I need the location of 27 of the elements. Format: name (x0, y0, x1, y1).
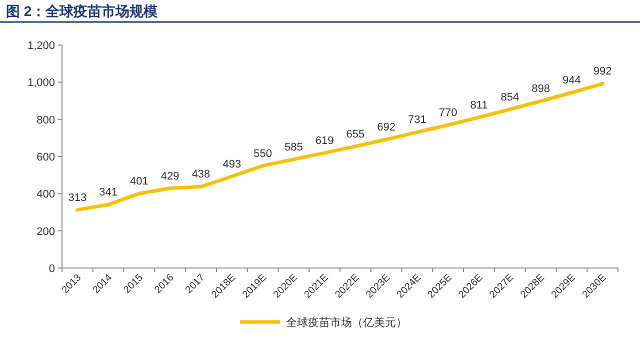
data-label: 731 (408, 114, 426, 126)
data-label: 692 (377, 121, 396, 134)
data-label: 341 (99, 186, 118, 199)
data-label: 438 (192, 168, 210, 181)
y-tick-label: 0 (48, 263, 55, 275)
data-label: 619 (315, 134, 334, 147)
y-tick-label: 400 (36, 188, 55, 201)
data-label: 585 (284, 141, 303, 154)
data-label: 898 (532, 83, 550, 96)
data-label: 493 (222, 158, 242, 170)
y-tick-label: 1,000 (27, 77, 55, 90)
y-tick-label: 800 (36, 114, 55, 126)
data-label: 313 (68, 192, 87, 204)
data-label: 992 (593, 66, 612, 78)
data-label: 770 (438, 106, 458, 119)
data-label: 655 (346, 128, 365, 140)
legend-label: 全球疫苗市场（亿美元） (286, 316, 407, 329)
data-label: 854 (500, 91, 520, 104)
data-label: 811 (470, 99, 488, 112)
data-label: 550 (254, 148, 272, 160)
y-tick-label: 1,200 (27, 40, 55, 52)
data-label: 401 (130, 175, 148, 188)
y-tick-label: 600 (36, 152, 55, 164)
data-label: 429 (160, 170, 180, 182)
title: 图 2：全球疫苗市场规模 (6, 3, 158, 19)
y-tick-label: 200 (36, 226, 55, 238)
data-label: 944 (562, 74, 581, 87)
